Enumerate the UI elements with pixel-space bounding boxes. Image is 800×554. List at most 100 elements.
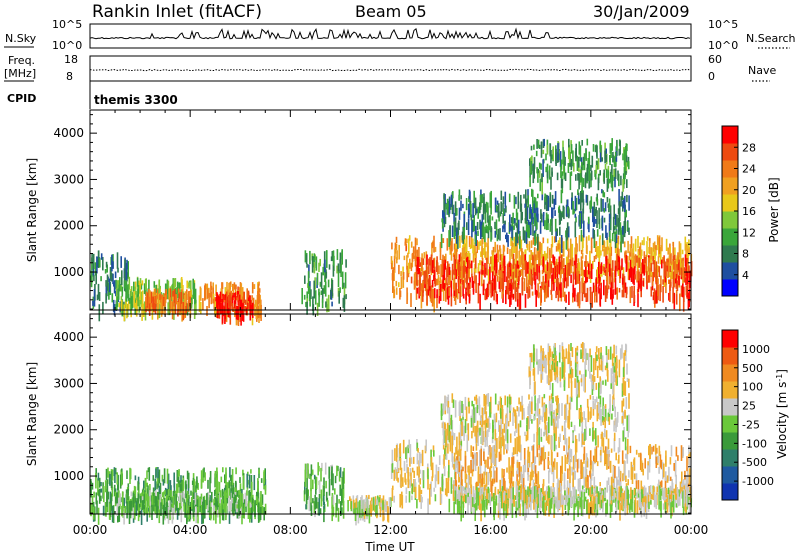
- power-cell: [476, 222, 479, 230]
- velocity-cell: [525, 502, 528, 518]
- power-cell: [467, 251, 470, 268]
- velocity-cell: [570, 421, 573, 427]
- velocity-cell: [670, 502, 672, 519]
- power-cell: [587, 263, 590, 275]
- power-cell: [580, 250, 583, 255]
- power-cell: [685, 243, 687, 261]
- power-cell: [118, 280, 120, 285]
- power-cell: [630, 236, 633, 249]
- velocity-cell: [310, 487, 312, 506]
- power-cell: [135, 290, 137, 301]
- velocity-cell: [527, 463, 530, 468]
- power-cell: [117, 291, 120, 298]
- power-cell: [181, 303, 183, 322]
- power-cell: [169, 297, 171, 309]
- power-cell: [507, 288, 510, 300]
- velocity-cell: [543, 394, 546, 399]
- velocity-cell: [170, 490, 172, 500]
- velocity-cell: [579, 495, 581, 508]
- power-cell: [125, 300, 127, 309]
- velocity-cell: [451, 448, 453, 462]
- power-cell: [668, 279, 670, 284]
- velocity-cell: [306, 476, 308, 492]
- power-cell: [599, 235, 601, 240]
- velocity-cell: [581, 499, 584, 517]
- power-cell: [542, 215, 545, 227]
- velocity-cell: [408, 491, 411, 503]
- velocity-cell: [532, 445, 534, 463]
- velocity-cell: [215, 489, 218, 504]
- velocity-cell: [664, 496, 667, 506]
- power-cell: [555, 246, 558, 252]
- power-cell: [226, 281, 228, 299]
- power-cell: [565, 230, 567, 238]
- velocity-cell: [389, 500, 391, 510]
- power-cell: [395, 287, 398, 295]
- power-cell: [574, 221, 577, 238]
- power-cell: [443, 194, 445, 213]
- power-cell: [634, 255, 636, 268]
- velocity-cell: [324, 462, 327, 475]
- power-cell: [343, 295, 346, 312]
- velocity-cell: [416, 499, 418, 509]
- velocity-cell: [429, 488, 431, 505]
- power-cell: [610, 287, 612, 300]
- power-cell: [470, 236, 473, 249]
- noise-right-tick-top: 10^5: [708, 18, 738, 31]
- power-cell: [551, 207, 553, 222]
- velocity-cell: [132, 492, 135, 508]
- power-cell: [592, 228, 594, 239]
- power-cell: [158, 304, 161, 319]
- power-cell: [504, 191, 507, 208]
- power-cell: [527, 287, 529, 299]
- power-cell: [487, 289, 489, 298]
- power-cell: [549, 223, 552, 232]
- power-cell: [581, 252, 584, 259]
- velocity-cell: [479, 483, 481, 498]
- velocity-cell: [327, 500, 329, 507]
- power-cell: [638, 271, 640, 284]
- velocity-cell: [520, 444, 522, 461]
- velocity-cell: [443, 454, 445, 469]
- velocity-cell: [158, 485, 161, 495]
- power-cell: [559, 284, 561, 293]
- velocity-cell: [169, 480, 172, 498]
- power-cell: [678, 262, 681, 275]
- velocity-cell: [622, 411, 624, 426]
- power-cell: [483, 193, 485, 205]
- power-cell: [454, 204, 457, 212]
- power-cell: [579, 281, 581, 294]
- power-cell: [672, 271, 675, 285]
- velocity-cell: [503, 492, 505, 502]
- velocity-cell: [562, 495, 564, 505]
- power-cell: [538, 144, 541, 149]
- velocity-cell: [582, 466, 585, 479]
- power-cell: [509, 283, 511, 291]
- power-cell: [628, 195, 630, 211]
- power-cell: [538, 162, 541, 169]
- power-cell: [686, 257, 689, 264]
- velocity-cell: [618, 481, 621, 486]
- power-cell: [113, 280, 116, 294]
- velocity-cell: [535, 497, 537, 513]
- power-cell: [93, 289, 96, 307]
- velocity-cell: [636, 492, 638, 499]
- velocity-cell: [310, 475, 312, 492]
- velocity-cell: [447, 422, 449, 441]
- velocity-cell: [516, 498, 519, 508]
- power-cell: [463, 277, 466, 289]
- velocity-cell: [353, 507, 355, 514]
- power-cell: [667, 267, 669, 278]
- velocity-cell: [246, 490, 248, 496]
- velocity-cell: [639, 491, 641, 497]
- power-cell: [496, 234, 499, 242]
- power-colorbar-swatch: [722, 262, 738, 280]
- power-cell: [508, 266, 510, 279]
- velocity-cell: [663, 463, 665, 478]
- power-cell: [674, 260, 676, 279]
- power-cell: [608, 285, 610, 290]
- power-cell: [91, 257, 93, 271]
- velocity-cell: [688, 456, 690, 466]
- velocity-cell: [148, 467, 151, 481]
- velocity-cell: [337, 507, 340, 522]
